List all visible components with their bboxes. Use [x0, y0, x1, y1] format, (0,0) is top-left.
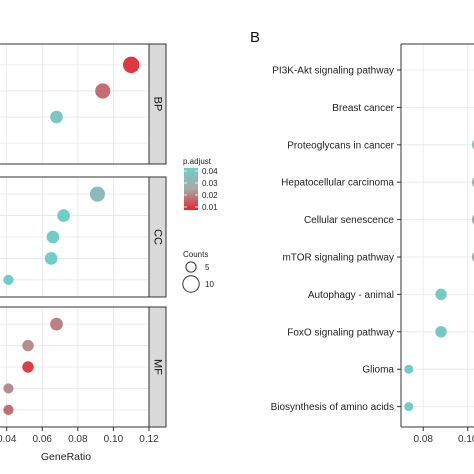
- data-point: [44, 252, 58, 265]
- plot-area: [401, 44, 474, 427]
- legend-size-circle: [182, 275, 200, 293]
- data-point: [50, 110, 63, 124]
- data-point: [471, 214, 474, 225]
- data-point: [22, 339, 34, 352]
- y-tick-label: Biosynthesis of amino acids: [271, 402, 394, 413]
- legend-color-label: 0.04: [202, 167, 218, 176]
- x-tick-label: 0.04: [0, 434, 17, 445]
- x-tick-label: 0.06: [33, 434, 53, 445]
- x-tick-label: 0.12: [139, 434, 159, 445]
- legend-color-title: p.adjust: [183, 157, 212, 166]
- facet-label: BP: [152, 97, 164, 112]
- panel-a: BP CC MF 0.04 0.06 0.08 0.10 0.12 GeneRatio: [0, 43, 167, 463]
- data-point: [404, 364, 414, 374]
- legend-color-label: 0.03: [202, 179, 218, 188]
- y-tick-label: Breast cancer: [332, 103, 394, 114]
- legend-color-label: 0.01: [202, 203, 218, 212]
- x-tick-label: 0.10: [458, 434, 474, 445]
- y-tick-label: mTOR signaling pathway: [282, 253, 394, 264]
- data-point: [22, 361, 34, 373]
- facet-strip: [148, 176, 167, 298]
- y-tick-label: Hepatocellular carcinoma: [281, 178, 394, 189]
- y-tick-label: Cellular senescence: [304, 215, 394, 226]
- facet-label: MF: [152, 359, 164, 375]
- data-point: [123, 56, 140, 74]
- data-point: [95, 83, 111, 99]
- data-point: [471, 252, 474, 262]
- y-tick-label: Proteoglycans in cancer: [287, 140, 394, 151]
- data-point: [471, 177, 474, 188]
- data-point: [3, 404, 14, 415]
- y-tick-label: FoxO signaling pathway: [287, 327, 394, 338]
- facet-label: CC: [152, 229, 164, 245]
- legend-size-label: 10: [205, 280, 214, 289]
- data-point: [3, 383, 14, 394]
- data-point: [89, 186, 105, 202]
- x-tick-label: 0.08: [414, 434, 434, 445]
- facet-strip: [148, 43, 167, 165]
- legend-size-title: Counts: [183, 250, 208, 259]
- x-tick-label: 0.08: [68, 434, 88, 445]
- data-point: [404, 402, 414, 412]
- legend-size-label: 5: [205, 263, 210, 272]
- data-point: [50, 317, 63, 331]
- y-tick-label: Autophagy - animal: [308, 290, 394, 301]
- data-point: [435, 288, 447, 301]
- x-axis-title: GeneRatio: [41, 451, 91, 463]
- x-tick-label: 0.10: [104, 434, 124, 445]
- facet-strip: [148, 306, 167, 428]
- data-point: [435, 326, 447, 338]
- y-tick-label: PI3K-Akt signaling pathway: [272, 66, 394, 77]
- y-tick-label: Glioma: [362, 365, 394, 376]
- panel-b: B PI3K-Akt signaling pathway Breast cancer…: [250, 29, 474, 445]
- legend-size-circle: [185, 261, 197, 273]
- legend-color-bar: [184, 168, 198, 210]
- data-point: [57, 209, 70, 222]
- legend-color-label: 0.02: [202, 191, 218, 200]
- data-point: [471, 139, 474, 150]
- data-point: [46, 230, 60, 244]
- panel-letter: B: [250, 29, 260, 46]
- data-point: [3, 274, 14, 285]
